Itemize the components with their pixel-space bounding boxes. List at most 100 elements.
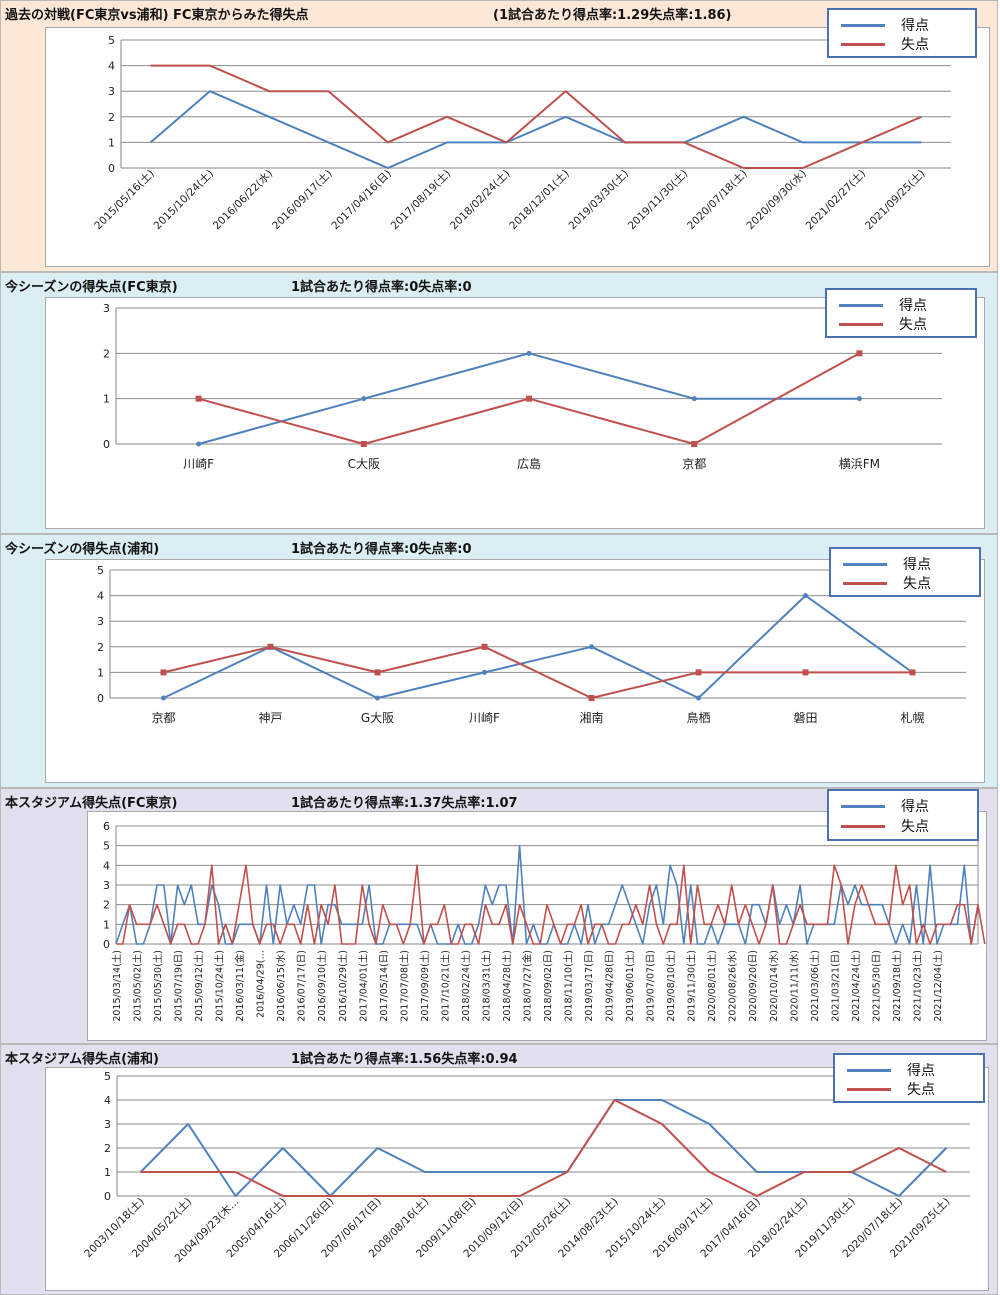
x-tick-label: 2017/08/19(土): [388, 167, 453, 232]
data-point: [482, 669, 487, 675]
legend-label: 得点: [899, 298, 927, 314]
x-tick-label: 2019/11/30(土): [625, 167, 690, 232]
y-tick-label: 1: [103, 393, 110, 406]
chart-svg: 0 1 2 3 4 5 京都 神戸 G大阪 川崎F 湘南 鳥栖 磐田 札幌: [97, 564, 966, 725]
panel-title: 今シーズンの得失点(FC東京): [5, 280, 178, 295]
x-tick-label: 磐田: [793, 711, 817, 725]
x-tick-label: 2019/04/28(日): [605, 950, 616, 1022]
x-tick-label: 2019/03/30(土): [566, 167, 631, 232]
panel-rate: 1試合あたり得点率:0失点率:0: [291, 280, 472, 295]
x-tick-label: 2015/09/12(土): [193, 950, 205, 1022]
x-tick-label: 2020/09/20(日): [748, 950, 759, 1022]
x-tick-label: 2021/12/04(土): [932, 950, 944, 1022]
x-tick-label: 2018/02/24(土): [447, 167, 512, 232]
series-concede-line: [163, 645, 913, 699]
x-tick-label: 2021/05/30(日): [871, 950, 882, 1022]
x-tick-label: 京都: [682, 457, 706, 471]
data-point: [691, 441, 698, 447]
y-tick-label: 3: [104, 1118, 111, 1131]
legend-item-concede: 失点: [841, 35, 929, 53]
data-point: [803, 593, 808, 599]
data-point: [526, 395, 532, 402]
x-tick-label: 2017/09/09(土): [419, 950, 431, 1022]
y-tick-label: 1: [108, 136, 115, 149]
data-point: [856, 396, 862, 402]
legend-label: 得点: [901, 799, 929, 815]
legend-item-concede: 失点: [843, 574, 931, 592]
x-tick-label: 2016/07/17(日): [297, 950, 308, 1022]
series-concede-line: [116, 864, 986, 945]
chart-svg: 0 1 2 3 4 5 2015/05/16(土)2015/10/24(土)2016/06/…: [92, 34, 951, 232]
y-tick-label: 3: [97, 615, 104, 628]
x-tick-label: 2015/03/14(土): [111, 950, 123, 1022]
legend-item-score: 得点: [841, 797, 929, 815]
x-tick-label: 2017/10/21(土): [439, 950, 451, 1022]
x-tick-label: 広島: [517, 456, 541, 471]
x-tick-label: 2019/03/17(日): [584, 950, 595, 1022]
panel-season-fctokyo: 今シーズンの得失点(FC東京) 1試合あたり得点率:0失点率:0 0 1 2 3 川崎F…: [0, 272, 998, 534]
chart-area: 0 1 2 3 4 5 2015/05/16(土) 2015/10/24(土) 2016/06/…: [45, 27, 990, 267]
data-point: [526, 350, 532, 356]
panel-title: 今シーズンの得失点(浦和): [5, 542, 160, 557]
y-tick-label: 6: [103, 820, 110, 833]
data-point: [160, 669, 167, 676]
x-tick-label: 2019/06/01(土): [624, 950, 636, 1022]
x-tick-label: 2021/02/27(土): [803, 167, 868, 232]
legend-label: 失点: [907, 1082, 935, 1098]
y-tick-label: 0: [103, 938, 110, 951]
y-tick-label: 2: [104, 1142, 111, 1155]
panel-rate: 1試合あたり得点率:1.56失点率:0.94: [291, 1052, 518, 1067]
x-tick-label: 2021/03/21(日): [830, 950, 841, 1022]
x-tick-label: 川崎F: [469, 711, 500, 725]
legend-item-score: 得点: [843, 555, 931, 573]
data-point: [802, 669, 809, 676]
y-tick-label: 1: [103, 918, 110, 931]
panel-stadium-urawa: 本スタジアム得失点(浦和) 1試合あたり得点率:1.56失点率:0.94 0 1 2…: [0, 1044, 998, 1295]
x-tick-label: 2019/11/30(土): [686, 950, 698, 1022]
panel-stadium-fctokyo: 本スタジアム得失点(FC東京) 1試合あたり得点率:1.37失点率:1.07 0…: [0, 788, 998, 1044]
legend-label: 失点: [903, 576, 931, 592]
chart-legend: 得点 失点: [829, 547, 981, 597]
chart-legend: 得点 失点: [833, 1053, 985, 1103]
panel-title: 本スタジアム得失点(浦和): [5, 1052, 159, 1067]
chart-area: 0 1 2 3 4 5 6 2015/03/14(土) 2015/05/02(土) 2015/05…: [87, 811, 987, 1041]
x-tick-label: 2019/08/10(土): [665, 950, 677, 1022]
x-tick-label: 2016/03/11(金): [234, 950, 246, 1022]
y-tick-label: 3: [103, 302, 110, 315]
x-tick-label: 2021/10/23(土): [911, 950, 923, 1022]
data-point: [267, 643, 274, 650]
panel-rate: (1試合あたり得点率:1.29失点率:1.86): [493, 8, 732, 23]
data-point: [360, 441, 367, 447]
x-tick-label: 2016/10/29(土): [337, 950, 349, 1022]
data-point: [361, 396, 367, 402]
x-tick-label: 鳥栖: [686, 710, 710, 725]
legend-item-score: 得点: [847, 1061, 935, 1079]
y-tick-label: 1: [97, 666, 104, 679]
x-tick-label: 2019/07/07(日): [646, 950, 657, 1022]
y-tick-label: 2: [103, 347, 110, 360]
legend-label: 失点: [901, 819, 929, 835]
legend-label: 失点: [899, 317, 927, 333]
x-tick-label: 2018/03/31(土): [480, 950, 492, 1022]
legend-label: 得点: [901, 18, 929, 34]
panel-season-urawa: 今シーズンの得失点(浦和) 1試合あたり得点率:0失点率:0 0 1 2 3 4 5 京都 神…: [0, 534, 998, 788]
y-tick-label: 4: [103, 859, 110, 872]
data-point: [375, 695, 380, 701]
data-point: [588, 695, 595, 701]
panel-rate: 1試合あたり得点率:1.37失点率:1.07: [291, 796, 518, 811]
chart-area: 0 1 2 3 4 5 京都 神戸 G大阪 川崎F 湘南 鳥栖 磐田 札幌: [45, 559, 985, 783]
x-tick-label: 京都: [151, 711, 175, 725]
legend-label: 得点: [907, 1063, 935, 1079]
data-point: [856, 350, 863, 357]
chart-svg: 0 1 2 3 4 5 6 2015/03/14(土) 2015/05/02(土) 2015/05…: [103, 820, 986, 1022]
x-tick-label: 2021/09/18(土): [891, 950, 903, 1022]
y-tick-label: 1: [104, 1166, 111, 1179]
chart-area: 0 1 2 3 4 5 2003/10/18(土) 2004/05/22(土) 2004/09/…: [45, 1067, 989, 1291]
y-tick-label: 4: [97, 590, 104, 603]
data-point: [481, 643, 488, 650]
x-tick-label: 2015/10/24(土): [214, 950, 226, 1022]
panel-title: 本スタジアム得失点(FC東京): [5, 796, 178, 811]
x-tick-label: 2015/05/30(土): [152, 950, 164, 1022]
y-tick-label: 5: [103, 840, 110, 853]
y-tick-label: 5: [97, 564, 104, 577]
